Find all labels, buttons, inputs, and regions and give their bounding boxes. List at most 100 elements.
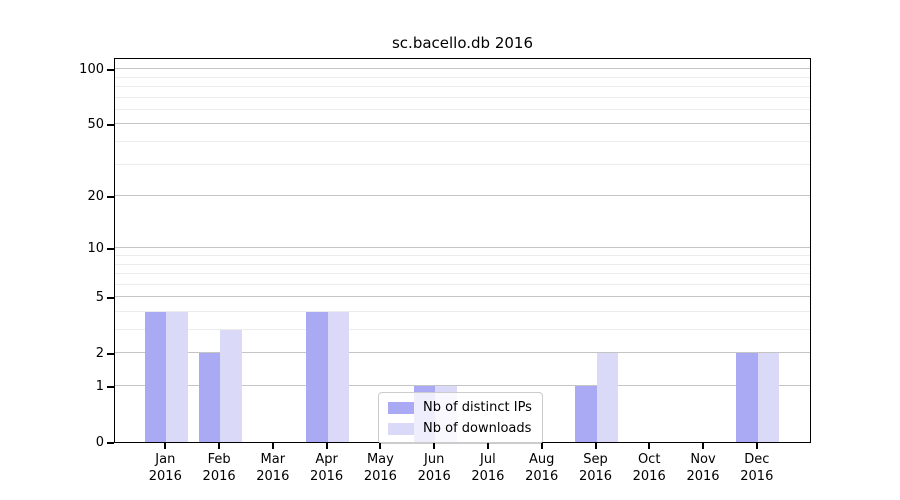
plot-area: Nb of distinct IPs Nb of downloads xyxy=(114,58,811,444)
x-tick-mark xyxy=(325,443,328,449)
minor-gridline xyxy=(115,141,810,142)
x-tick-month: Apr xyxy=(315,452,338,467)
x-tick-mark xyxy=(540,443,543,449)
y-tick-label: 5 xyxy=(95,290,104,306)
y-tick-label: 50 xyxy=(87,117,104,133)
minor-gridline xyxy=(115,76,810,78)
major-gridline xyxy=(115,385,810,386)
x-tick-mark xyxy=(379,443,382,449)
x-tick-year: 2016 xyxy=(310,469,344,484)
minor-gridline xyxy=(115,86,810,87)
x-tick-month: May xyxy=(366,452,394,467)
legend-item-distinct-ips: Nb of distinct IPs xyxy=(388,400,532,415)
x-tick-label-apr: Apr 2016 xyxy=(299,451,355,485)
bar-distinct-ips-feb xyxy=(198,353,221,442)
x-tick-month: Nov xyxy=(690,452,716,467)
bar-distinct-ips-apr xyxy=(306,312,328,442)
legend-label-distinct-ips: Nb of distinct IPs xyxy=(423,400,532,415)
minor-gridline xyxy=(115,329,810,330)
minor-gridline xyxy=(115,273,810,274)
x-tick-label-oct: Oct 2016 xyxy=(621,451,677,485)
x-tick-year: 2016 xyxy=(471,469,505,484)
bar-downloads-apr xyxy=(327,312,350,442)
x-tick-label-nov: Nov 2016 xyxy=(675,451,731,485)
major-gridline xyxy=(115,296,810,298)
y-tick-mark xyxy=(107,386,114,388)
legend: Nb of distinct IPs Nb of downloads xyxy=(378,392,543,444)
x-tick-label-mar: Mar 2016 xyxy=(245,451,301,485)
y-tick-label: 1 xyxy=(95,379,104,394)
x-tick-mark xyxy=(433,443,436,449)
bar-distinct-ips-jan xyxy=(144,312,167,442)
x-tick-year: 2016 xyxy=(740,469,774,484)
x-tick-month: Jan xyxy=(155,452,176,467)
y-tick-mark xyxy=(107,248,114,251)
x-tick-mark xyxy=(594,443,597,449)
minor-gridline xyxy=(115,108,810,110)
y-tick-mark xyxy=(107,124,114,127)
x-tick-month: Feb xyxy=(207,452,231,467)
minor-gridline xyxy=(115,263,810,265)
bar-distinct-ips-sep xyxy=(575,386,597,442)
x-tick-mark xyxy=(648,443,651,449)
x-tick-label-jan: Jan 2016 xyxy=(137,451,193,485)
y-tick-label: 10 xyxy=(87,241,104,257)
major-gridline xyxy=(115,123,810,125)
x-tick-year: 2016 xyxy=(686,469,720,484)
x-tick-year: 2016 xyxy=(578,469,613,484)
x-tick-month: Dec xyxy=(744,452,770,467)
minor-gridline xyxy=(115,163,810,165)
chart-title: sc.bacello.db 2016 xyxy=(391,34,534,52)
x-tick-mark xyxy=(218,443,221,449)
x-tick-month: Mar xyxy=(260,452,286,467)
x-tick-mark xyxy=(486,443,489,449)
y-tick-mark xyxy=(107,69,114,72)
bar-downloads-jan xyxy=(166,312,188,442)
x-tick-year: 2016 xyxy=(417,469,451,484)
x-tick-label-jun: Jun 2016 xyxy=(406,451,462,485)
bar-downloads-feb xyxy=(220,330,242,442)
legend-swatch-distinct-ips-icon xyxy=(388,401,414,414)
legend-item-downloads: Nb of downloads xyxy=(388,421,532,436)
bar-distinct-ips-dec xyxy=(736,353,758,442)
x-tick-label-aug: Aug 2016 xyxy=(514,451,570,485)
x-tick-mark xyxy=(755,443,758,449)
major-gridline xyxy=(115,352,810,354)
y-tick-label: 0 xyxy=(95,435,104,450)
x-tick-mark xyxy=(164,443,167,449)
x-tick-year: 2016 xyxy=(632,469,666,484)
x-tick-mark xyxy=(271,443,274,449)
minor-gridline xyxy=(115,311,810,312)
x-tick-label-jul: Jul 2016 xyxy=(460,451,516,485)
y-tick-mark xyxy=(107,353,114,356)
x-tick-month: Jul xyxy=(480,452,496,467)
y-tick-label: 20 xyxy=(87,189,104,205)
x-tick-mark xyxy=(702,443,704,449)
major-gridline xyxy=(115,195,810,197)
y-tick-mark xyxy=(107,297,114,300)
legend-label-downloads: Nb of downloads xyxy=(423,421,532,436)
y-tick-label: 2 xyxy=(95,346,104,362)
x-tick-label-may: May 2016 xyxy=(352,451,408,485)
x-tick-year: 2016 xyxy=(256,469,290,484)
x-tick-label-sep: Sep 2016 xyxy=(568,451,624,485)
y-tick-mark xyxy=(107,196,114,199)
bar-downloads-sep xyxy=(596,353,618,442)
x-tick-month: Sep xyxy=(583,452,608,467)
x-tick-year: 2016 xyxy=(363,469,397,484)
x-tick-month: Aug xyxy=(528,452,555,467)
minor-gridline xyxy=(115,96,810,98)
y-tick-mark xyxy=(107,442,114,444)
minor-gridline xyxy=(115,255,810,256)
minor-gridline xyxy=(115,283,810,285)
x-tick-year: 2016 xyxy=(202,469,236,484)
major-gridline xyxy=(115,68,810,70)
x-tick-year: 2016 xyxy=(148,469,182,484)
y-tick-label: 100 xyxy=(79,62,104,78)
x-tick-label-feb: Feb 2016 xyxy=(191,451,247,485)
x-tick-month: Jun xyxy=(424,452,445,467)
x-tick-label-dec: Dec 2016 xyxy=(729,451,785,485)
x-tick-year: 2016 xyxy=(525,469,559,484)
legend-swatch-downloads-icon xyxy=(388,422,414,435)
